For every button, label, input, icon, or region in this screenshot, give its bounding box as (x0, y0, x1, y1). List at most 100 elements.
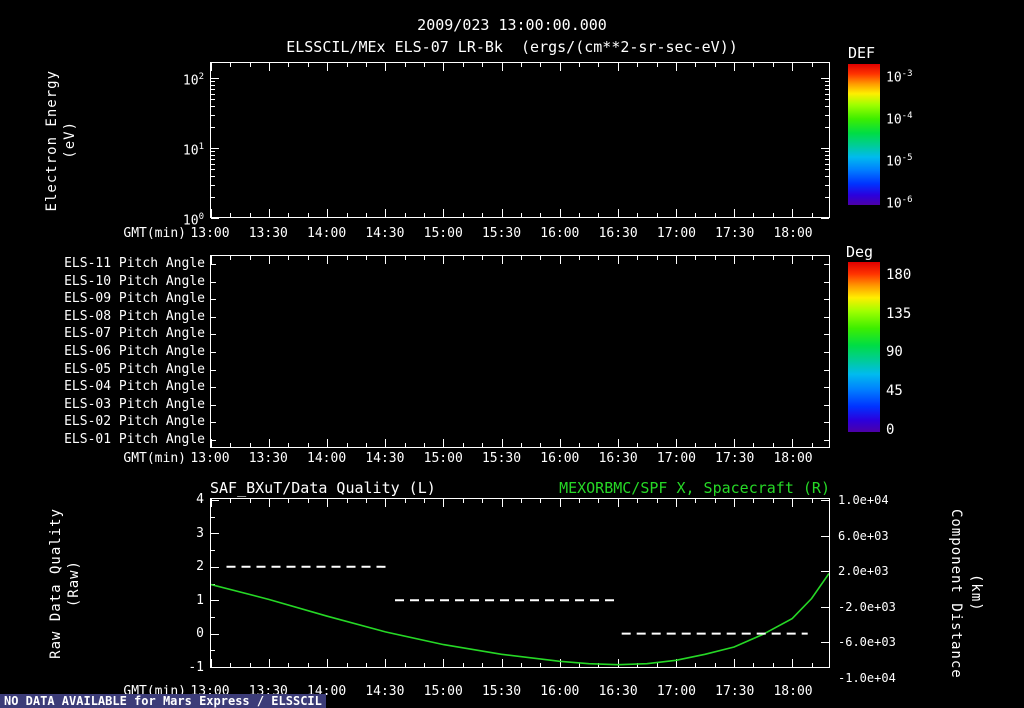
tick-mark (825, 94, 829, 95)
tick-mark (211, 650, 215, 651)
x-tick-label: 15:30 (481, 684, 522, 699)
tick-mark (211, 164, 215, 165)
tick-mark (825, 81, 829, 82)
tick-mark (521, 499, 522, 503)
left-axis-tick-label: 0 (196, 626, 204, 642)
tick-mark (327, 209, 328, 217)
tick-mark (734, 63, 735, 71)
tick-mark (443, 499, 444, 507)
tick-mark (695, 443, 696, 447)
right-axis-tick-label: 2.0e+03 (838, 564, 889, 579)
tick-mark (211, 533, 219, 534)
pitch-angle-label: ELS-07 Pitch Angle (64, 326, 205, 342)
tick-mark (211, 634, 219, 635)
timestamp-title: 2009/023 13:00:00.000 (417, 16, 607, 34)
x-tick-label: 13:00 (190, 226, 230, 241)
tick-mark (825, 197, 829, 198)
tick-mark (347, 256, 348, 260)
tick-mark (211, 282, 216, 283)
x-tick-label: 16:00 (540, 451, 580, 466)
tick-mark (773, 256, 774, 260)
tick-mark (753, 63, 754, 67)
tick-mark (502, 63, 503, 71)
tick-mark (812, 443, 813, 447)
tick-mark (579, 663, 580, 667)
tick-mark (211, 352, 216, 353)
tick-mark (825, 99, 829, 100)
pitch-angle-label: ELS-08 Pitch Angle (64, 308, 205, 324)
y-tick-base: 10 (182, 73, 199, 89)
tick-mark (443, 439, 444, 447)
x-tick-label: 13:00 (190, 451, 230, 466)
tick-mark (385, 499, 386, 507)
tick-mark (211, 197, 215, 198)
tick-mark (211, 567, 219, 568)
tick-mark (230, 443, 231, 447)
colorbar-tick-label: 0 (886, 422, 895, 438)
tick-mark (695, 256, 696, 260)
tick-mark (482, 443, 483, 447)
tick-mark (308, 499, 309, 503)
tick-mark (715, 63, 716, 67)
tick-mark (269, 256, 270, 264)
tick-mark (250, 663, 251, 667)
tick-mark (792, 659, 793, 667)
tick-mark (366, 499, 367, 503)
tick-mark (269, 499, 270, 507)
colorbar-tick-label: 10-4 (886, 108, 956, 127)
x-tick-label: 18:00 (773, 684, 813, 699)
tick-mark (211, 185, 215, 186)
tick-mark (250, 256, 251, 260)
tick-mark (502, 439, 503, 447)
tick-mark (579, 256, 580, 260)
tick-mark (211, 127, 215, 128)
plot-title: ELSSCIL/MEx ELS-07 LR-Bk (ergs/(cm**2-sr… (286, 38, 738, 56)
tick-mark (424, 499, 425, 503)
tick-mark (211, 94, 215, 95)
tick-mark (502, 659, 503, 667)
x-axis-unit-label: GMT(min) (123, 226, 186, 241)
tick-mark (211, 148, 219, 149)
right-axis-tick-label: 6.0e+03 (838, 528, 889, 543)
tick-mark (211, 617, 215, 618)
x-tick-label: 16:30 (598, 684, 638, 699)
tick-mark (366, 256, 367, 260)
tick-mark (715, 443, 716, 447)
panel1-y-axis-unit: (eV) (62, 121, 78, 159)
tick-mark (405, 63, 406, 67)
tick-mark (269, 659, 270, 667)
tick-mark (792, 63, 793, 71)
x-tick-label: 16:30 (598, 451, 638, 466)
tick-mark (211, 209, 212, 217)
x-tick-label: 14:30 (365, 451, 405, 466)
timeseries-plot (211, 565, 829, 666)
tick-mark (405, 256, 406, 260)
tick-mark (463, 499, 464, 503)
y-tick-label: 101 (146, 139, 204, 158)
deg-colorbar (848, 262, 880, 432)
tick-mark (824, 317, 829, 318)
tick-mark (211, 317, 216, 318)
tick-mark (825, 164, 829, 165)
tick-mark (734, 256, 735, 264)
colorbar-tick-base: 10 (886, 70, 902, 86)
x-tick-label: 14:30 (365, 226, 405, 241)
tick-mark (657, 499, 658, 503)
tick-mark (792, 256, 793, 264)
tick-mark (821, 607, 829, 608)
tick-mark (821, 218, 829, 219)
tick-mark (824, 422, 829, 423)
spacecraft-x-curve (211, 573, 829, 666)
tick-mark (211, 81, 215, 82)
tick-mark (676, 256, 677, 264)
tick-mark (540, 443, 541, 447)
spectrogram-panel (210, 62, 830, 219)
tick-mark (579, 213, 580, 217)
tick-mark (560, 659, 561, 667)
tick-mark (773, 663, 774, 667)
tick-mark (657, 63, 658, 67)
tick-mark (521, 213, 522, 217)
tick-mark (618, 439, 619, 447)
tick-mark (424, 213, 425, 217)
x-tick-label: 15:00 (423, 684, 463, 699)
